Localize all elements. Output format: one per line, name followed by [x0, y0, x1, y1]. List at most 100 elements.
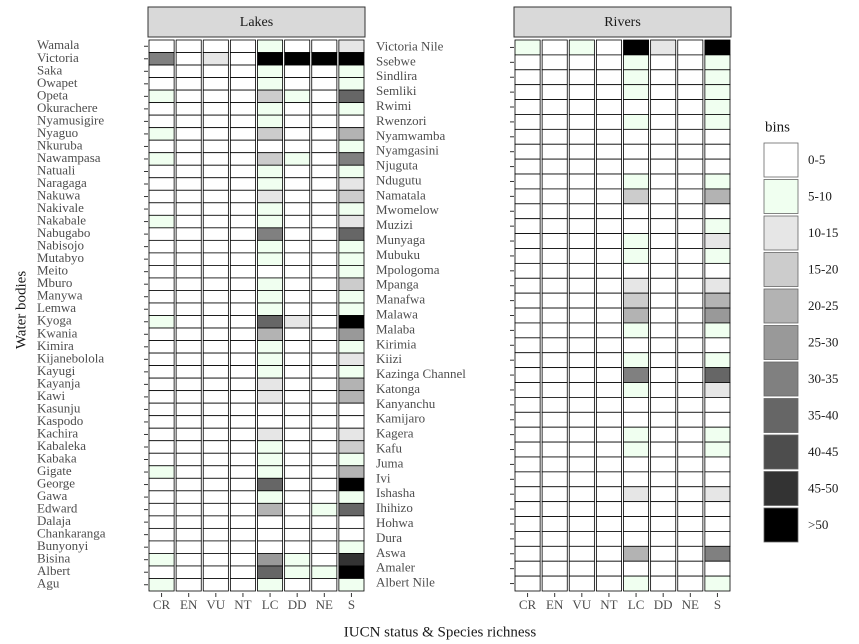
heat-cell	[284, 365, 311, 379]
y-tick-label: Albert	[37, 563, 71, 578]
heat-cell	[568, 233, 595, 249]
heat-cell	[148, 290, 175, 304]
heat-cell	[541, 322, 568, 339]
legend-label: 45-50	[808, 480, 838, 495]
heat-cell	[202, 377, 229, 392]
heat-cell	[311, 315, 338, 329]
heat-cell	[257, 177, 284, 191]
heat-cell	[568, 441, 595, 458]
heat-cell	[338, 39, 365, 53]
heat-cell	[514, 545, 541, 562]
heat-cell	[284, 265, 311, 279]
heat-cell	[257, 502, 284, 517]
heat-cell	[568, 471, 595, 488]
x-tick-label: CR	[519, 597, 537, 612]
heat-cell	[541, 337, 568, 354]
heat-cell	[284, 527, 311, 542]
heat-cell	[229, 452, 256, 467]
heat-cell	[284, 553, 311, 567]
y-tick-label: Bunyonyi	[37, 538, 89, 553]
heat-cell	[623, 262, 650, 279]
heat-cell	[595, 501, 622, 517]
heat-cell	[257, 365, 284, 379]
heat-cell	[148, 490, 175, 504]
heat-cell	[514, 277, 541, 294]
heat-cell	[229, 214, 256, 229]
heat-cell	[650, 128, 677, 145]
heat-cell	[148, 527, 175, 542]
legend-label: 25-30	[808, 334, 838, 349]
heat-cell	[704, 114, 731, 130]
y-tick-label: Rwenzori	[376, 113, 427, 128]
heat-cell	[338, 327, 365, 341]
heat-cell	[704, 128, 731, 145]
heat-cell	[568, 560, 595, 577]
heat-cell	[148, 465, 175, 479]
y-tick-label: Kachira	[37, 425, 78, 440]
heat-cell	[311, 390, 338, 404]
heat-cell	[677, 128, 704, 145]
heat-cell	[623, 367, 650, 383]
y-tick-label: Manywa	[37, 288, 83, 303]
heat-cell	[229, 77, 256, 91]
heat-cell	[338, 427, 365, 442]
heat-cell	[677, 39, 704, 56]
x-tick-label: DD	[654, 597, 673, 612]
heat-cell	[704, 218, 731, 234]
heat-cell	[148, 77, 175, 91]
heat-cell	[175, 177, 202, 191]
heat-cell	[623, 441, 650, 458]
heat-cell	[650, 441, 677, 458]
legend-swatch	[763, 471, 799, 506]
heat-cell	[148, 139, 175, 154]
heat-cell	[257, 327, 284, 341]
heat-cell	[623, 471, 650, 488]
heat-cell	[284, 177, 311, 191]
heat-cell	[677, 114, 704, 130]
heat-cell	[338, 102, 365, 116]
heat-cell	[541, 501, 568, 517]
heat-cell	[677, 233, 704, 249]
heat-cell	[284, 252, 311, 266]
x-tick-label: S	[714, 597, 721, 612]
heat-cell	[257, 202, 284, 216]
heat-cell	[229, 340, 256, 354]
heat-cell	[311, 102, 338, 116]
heat-cell	[229, 440, 256, 454]
x-tick-label: S	[348, 597, 355, 612]
heat-cell	[148, 578, 175, 592]
heat-cell	[514, 426, 541, 443]
heat-cell	[623, 560, 650, 577]
heat-cell	[175, 227, 202, 241]
heat-cell	[284, 127, 311, 141]
heat-cell	[175, 302, 202, 316]
heat-cell	[595, 69, 622, 86]
y-tick-label: Mpologoma	[376, 262, 440, 277]
heat-cell	[284, 402, 311, 417]
heat-cell	[229, 540, 256, 554]
heat-cell	[311, 540, 338, 554]
heat-cell	[541, 352, 568, 369]
heat-cell	[175, 365, 202, 379]
heat-cell	[650, 545, 677, 562]
heat-cell	[202, 202, 229, 216]
heat-cell	[704, 516, 731, 532]
x-tick-label: NE	[682, 597, 699, 612]
heat-cell	[704, 233, 731, 249]
heat-cell	[338, 290, 365, 304]
heat-cell	[284, 202, 311, 216]
heat-cell	[650, 114, 677, 130]
heat-cell	[568, 352, 595, 369]
heat-cell	[257, 265, 284, 279]
heat-cell	[514, 397, 541, 413]
heat-cell	[284, 114, 311, 129]
y-tick-label: Ihihizo	[376, 500, 413, 515]
heat-cell	[148, 302, 175, 316]
legend-swatch	[763, 288, 799, 324]
heat-cell	[677, 337, 704, 354]
heat-cell	[338, 239, 365, 254]
heat-cell	[202, 114, 229, 129]
heat-cell	[257, 214, 284, 229]
x-tick-label: CR	[153, 597, 171, 612]
